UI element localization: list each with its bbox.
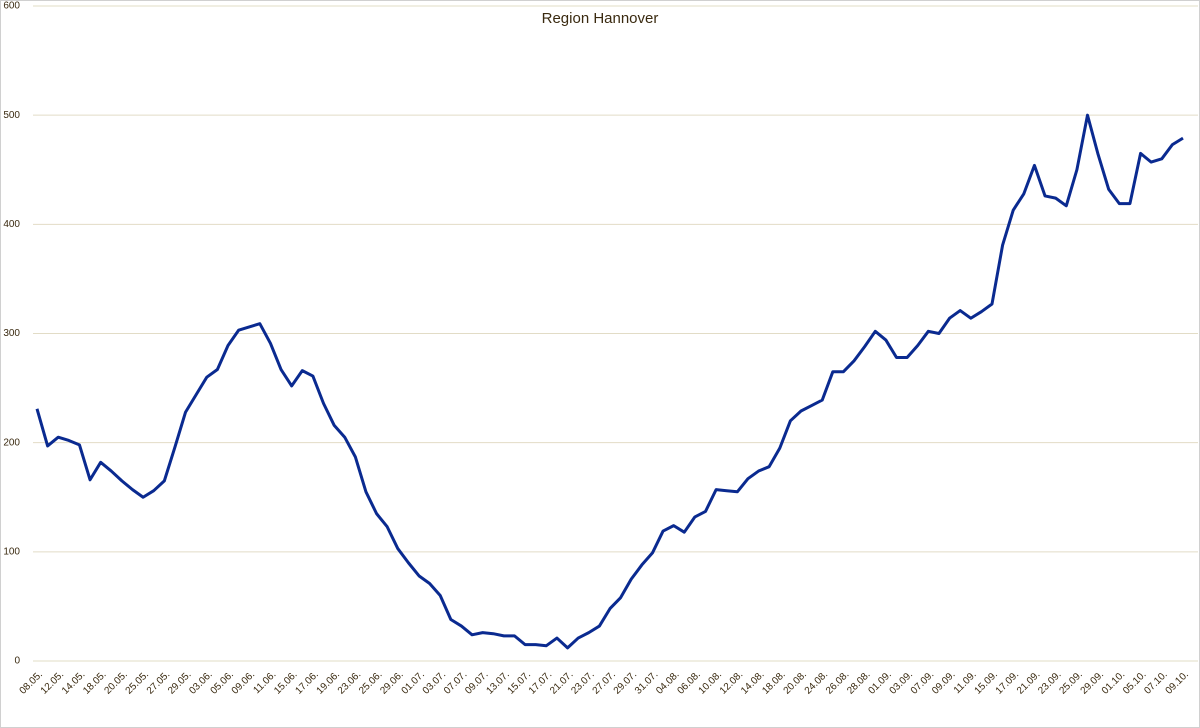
y-tick-label: 100 (3, 546, 20, 557)
y-tick-label: 400 (3, 219, 20, 230)
y-tick-label: 500 (3, 110, 20, 121)
y-tick-label: 300 (3, 328, 20, 339)
y-tick-label: 600 (3, 1, 20, 12)
line (35, 113, 1184, 650)
y-tick-label: 0 (14, 656, 20, 667)
chart-title: Region Hannover (542, 10, 659, 27)
y-tick-label: 200 (3, 437, 20, 448)
